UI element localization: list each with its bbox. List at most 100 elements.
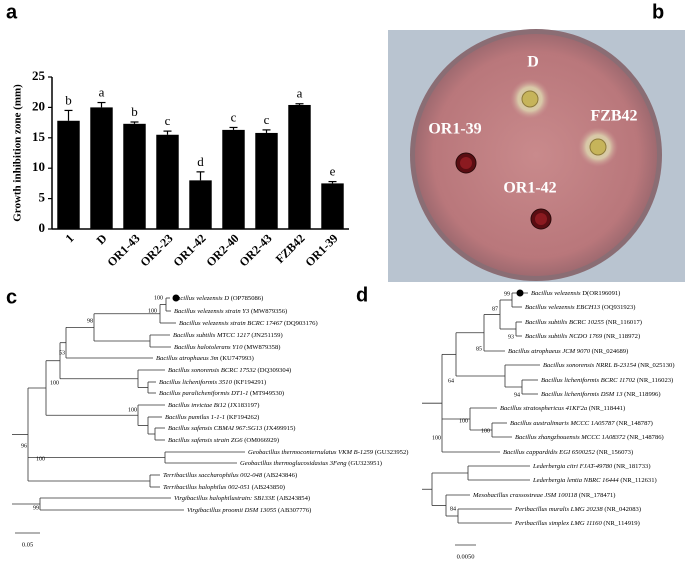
accession: (DQ309304) [258,367,292,374]
bootstrap-value: 100 [481,428,490,434]
leaf-label: Terribacillus halophilus 002-051 (AB2438… [163,484,285,491]
accession: (DQ903176) [284,320,318,327]
leaf-label: Bacillus halotolerans Y10 (MW879358) [174,344,280,351]
bootstrap-value: 96 [21,443,27,449]
leaf-label: Bacillus zhangzhouensis MCCC 1A08372 (NR… [515,434,664,441]
bootstrap-value: 100 [148,308,157,314]
species-name: Bacillus licheniformis DSM 13 [541,391,623,398]
leaf-label: Bacillus sonorensis BCRC 17532 (DQ309304… [168,367,291,374]
tree: Bacillus velezensis D (OP785086)Bacillus… [12,294,409,548]
x-tick-label: OR2-43 [236,231,274,269]
x-tick-label: D [94,231,110,247]
leaf-label: Bacillus licheniformis 3510 (KF194291) [159,379,266,386]
accession: (KF194262) [227,414,260,421]
well [460,157,472,169]
x-tick-label: OR2-23 [137,231,175,269]
leaf-label: Bacillus velezensis D(OR196091) [531,290,620,297]
y-tick-label: 0 [39,220,46,235]
bootstrap-value: 98 [87,318,93,324]
bar [255,132,278,229]
accession: (MT949530) [250,390,284,397]
bar [288,104,311,229]
bootstrap-value: 87 [492,306,498,312]
y-tick-label: 5 [39,190,46,205]
significance-letter: b [131,104,138,119]
bootstrap-value: 100 [36,456,45,462]
bootstrap-value: 100 [432,435,441,441]
species-name: Bacillus velezensis EBCH13 [525,304,601,311]
leaf-label: Terribacillus saccharophilus 002-048 (AB… [163,472,297,479]
bootstrap-value: 64 [448,378,454,384]
leaf-label: Lederbergia citri FJAT-49780 (NR_181733) [532,463,651,470]
species-name: Bacillus pumilus 1-1-1 [165,414,225,421]
accession: (JX183197) [228,402,260,409]
bootstrap-value: 100 [154,295,163,301]
tree: Bacillus velezensis D(OR196091) Bacillus … [422,289,675,560]
panel-label: b [652,1,664,23]
accession: (GU323952) [375,449,409,456]
leaf-label: Bacillus velezensis strain BCRC 17467 (D… [179,320,318,327]
plate-agar [415,34,657,276]
species-name: Virgibacillus proomii DSM 13055 [187,507,277,514]
species-name: Bacillus safensis CBMAI 967:SG13 [168,425,263,432]
photo-label: OR1-42 [503,180,556,197]
leaf-label: Lederbergia lentia NBRC 16444 (NR_112631… [532,477,657,484]
species-name: Bacillus sonorensis BCRC 17532 [168,367,257,374]
species-name: Bacillus invictae Bi12 [168,402,227,409]
accession: (MW879356) [251,308,287,315]
well [589,138,607,156]
species-name: Terribacillus halophilus 002-051 [163,484,250,491]
leaf-label: Peribacillus simplex LMG 11160 (NR_11491… [514,520,640,527]
species-name: Lederbergia citri FJAT-49780 [532,463,613,470]
accession: (NR_178471) [579,492,616,499]
leaf-label: Bacillus velezensis strain Y3 (MW879356) [174,308,287,315]
leaf-label: Bacillus australimaris MCCC 1A05787 (NR_… [510,420,653,427]
bar [90,107,113,229]
y-tick-label: 15 [32,129,46,144]
leaf-label: Bacillus stratosphericus 41KF2a (NR_1184… [500,405,625,412]
leaf-label: Bacillus paralicheniformis DT1-1 (MT9495… [159,390,284,397]
bootstrap-value: 84 [450,506,456,512]
marker-dot [516,289,524,297]
accession: (NR_116023) [637,377,673,384]
leaf-label: Peribacillus muralis LMG 20238 (NR_04208… [514,506,641,513]
significance-letter: a [297,86,303,101]
bootstrap-value: 99 [504,291,510,297]
x-tick-label: 1 [62,231,76,245]
accession: (NR_114919) [603,520,639,527]
leaf-label: Bacillus pumilus 1-1-1 (KF194262) [165,414,259,421]
species-name: Bacillus atrophaeus JCM 9070 [508,348,591,355]
bar [156,134,179,229]
accession: (NR_112631) [620,477,656,484]
leaf-label: Bacillus velezensis EBCH13 (OQ931923) [525,304,635,311]
bar [222,129,245,229]
well [535,213,547,225]
species-name: Bacillus safensis strain ZG6 [168,437,243,444]
marker-dot [172,294,180,302]
leaf-label: Bacillus subtilis MTCC 1217 (JN251159) [173,332,283,339]
bootstrap-value: 85 [476,346,482,352]
well [521,90,539,108]
bootstrap-value: 53 [59,350,65,356]
accession: (JN251159) [251,332,282,339]
accession: (NR_148787) [616,420,653,427]
y-tick-label: 10 [32,159,45,174]
accession: (OQ931923) [602,304,636,311]
accession: (NR_042083) [604,506,641,513]
accession: (KF194291) [234,379,267,386]
x-tick-label: OR1-42 [170,231,208,269]
scale-label: 0.05 [22,541,33,548]
accession: (JX499915) [264,425,296,432]
species-name: Bacillus velezensis strain Y3 [174,308,250,315]
accession: (AB243854) [277,495,310,502]
bar [123,123,146,229]
accession: (KU747993) [220,355,254,362]
leaf-label: Bacillus licheniformis DSM 13 (NR_118996… [541,391,661,398]
accession: D(OR196091) [582,290,620,297]
bootstrap-value: 93 [508,334,514,340]
accession: (AB243850) [252,484,285,491]
leaf-label: Bacillus atrophaeus 3m (KU747993) [156,355,254,362]
species-name: Bacillus paralicheniformis DT1-1 [159,390,248,397]
species-name: Bacillus licheniformis BCRC 11702 [541,377,636,384]
